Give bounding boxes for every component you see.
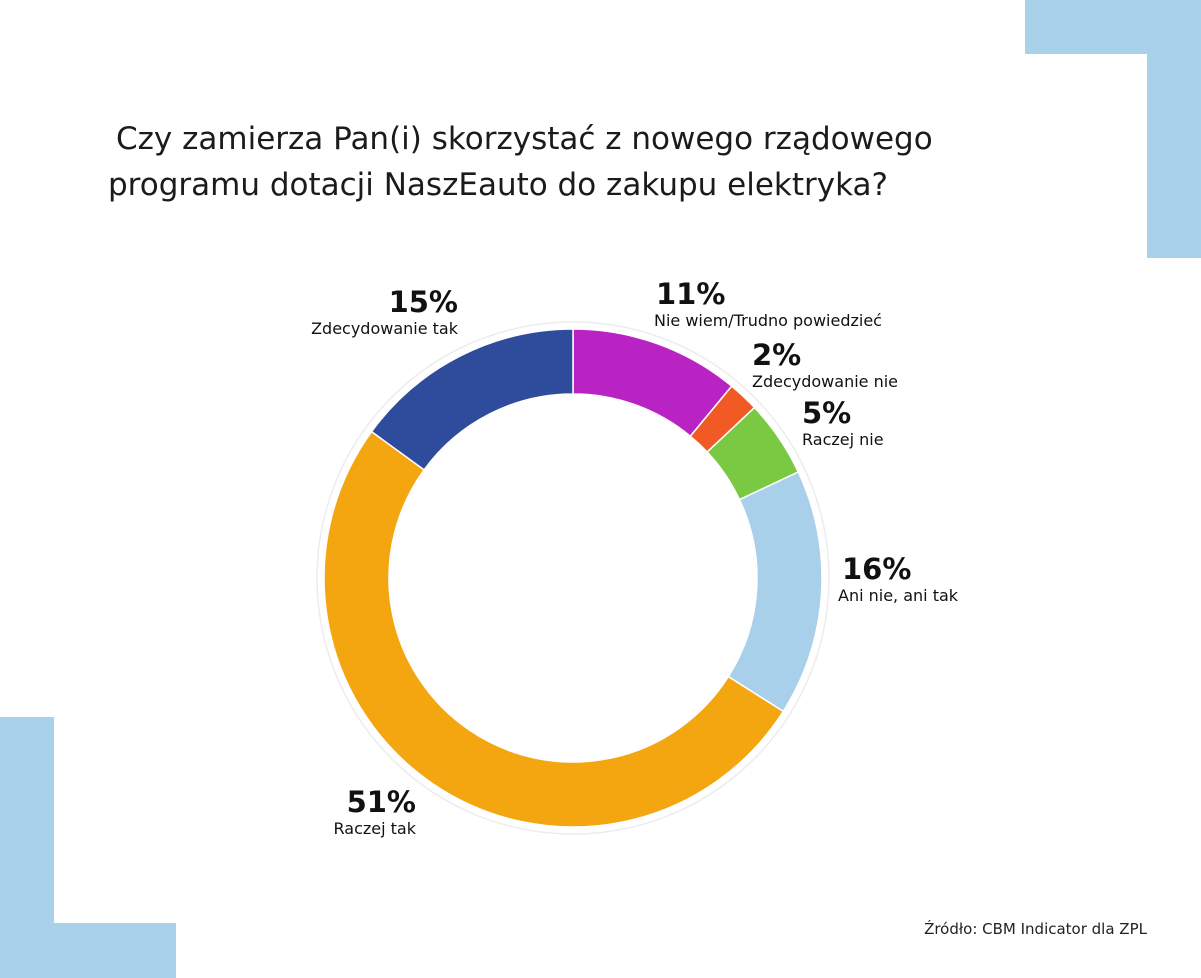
source-note: Źródło: CBM Indicator dla ZPL — [924, 920, 1147, 938]
donut-slice-4 — [727, 470, 823, 713]
slice-value-label: 16% — [842, 552, 912, 586]
chart-title-line-1: Czy zamierza Pan(i) skorzystać z nowego … — [116, 121, 933, 157]
slice-category-label: Ani nie, ani tak — [838, 586, 959, 605]
slice-value-label: 5% — [802, 396, 852, 430]
slice-value-label: 15% — [388, 285, 458, 319]
chart-title: Czy zamierza Pan(i) skorzystać z nowego … — [108, 116, 1048, 208]
slice-label-zdecydowanie-tak: 15% Zdecydowanie tak — [311, 286, 458, 340]
donut-slices — [323, 328, 823, 828]
slice-label-raczej-nie: 5% Raczej nie — [802, 397, 884, 451]
slice-value-label: 51% — [346, 785, 416, 819]
slice-value-label: 2% — [752, 338, 802, 372]
corner-decoration-top-right-vertical — [1147, 0, 1201, 258]
donut-slice-5 — [323, 430, 785, 828]
slice-label-zdecydowanie-nie: 2% Zdecydowanie nie — [752, 339, 898, 393]
donut-outer-halo — [316, 321, 830, 835]
slice-category-label: Nie wiem/Trudno powiedzieć — [654, 311, 882, 330]
slice-category-label: Zdecydowanie tak — [311, 319, 458, 338]
slice-category-label: Raczej tak — [333, 819, 416, 838]
slice-label-raczej-tak: 51% Raczej tak — [334, 786, 416, 840]
chart-title-line-2: programu dotacji NaszEauto do zakupu ele… — [108, 167, 888, 203]
slice-category-label: Zdecydowanie nie — [752, 372, 899, 391]
donut-slice-6 — [370, 328, 574, 471]
corner-decoration-bottom-left-horizontal — [0, 923, 176, 978]
slice-value-label: 11% — [656, 277, 726, 311]
donut-inner-halo — [388, 393, 758, 763]
slice-category-label: Raczej nie — [802, 430, 884, 449]
slice-label-nie-wiem: 11% Nie wiem/Trudno powiedzieć — [654, 278, 882, 332]
slice-label-ani-nie-ani-tak: 16% Ani nie, ani tak — [838, 553, 958, 607]
